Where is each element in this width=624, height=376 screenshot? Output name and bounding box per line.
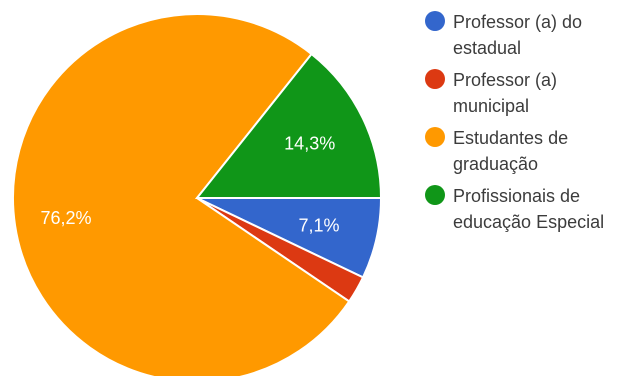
pie-slice[interactable]: [194, 52, 383, 199]
legend-label: Estudantes de graduação: [453, 128, 569, 174]
legend-swatch-red: [425, 69, 445, 89]
legend-item-professor-municipal[interactable]: Professor (a) municipal: [425, 67, 624, 119]
legend-item-profissionais-educacao-especial[interactable]: Profissionais de educação Especial: [425, 183, 624, 235]
legend-swatch-green: [425, 185, 445, 205]
pie-data-label: 76,2%: [40, 208, 91, 228]
pie-slices: [12, 12, 383, 376]
legend-label: Profissionais de educação Especial: [453, 186, 605, 232]
pie-data-labels: 7,1% 76,2% 14,3%: [40, 134, 339, 236]
legend-item-professor-estadual[interactable]: Professor (a) do estadual: [425, 9, 624, 61]
pie-data-label: 14,3%: [284, 134, 335, 154]
legend-label: Professor (a) municipal: [453, 70, 558, 116]
legend-swatch-blue: [425, 11, 445, 31]
legend-swatch-orange: [425, 127, 445, 147]
legend: Professor (a) do estadual Professor (a) …: [425, 9, 624, 241]
legend-item-estudantes-graduacao[interactable]: Estudantes de graduação: [425, 125, 624, 177]
pie-data-label: 7,1%: [298, 216, 339, 236]
legend-label: Professor (a) do estadual: [453, 12, 583, 58]
